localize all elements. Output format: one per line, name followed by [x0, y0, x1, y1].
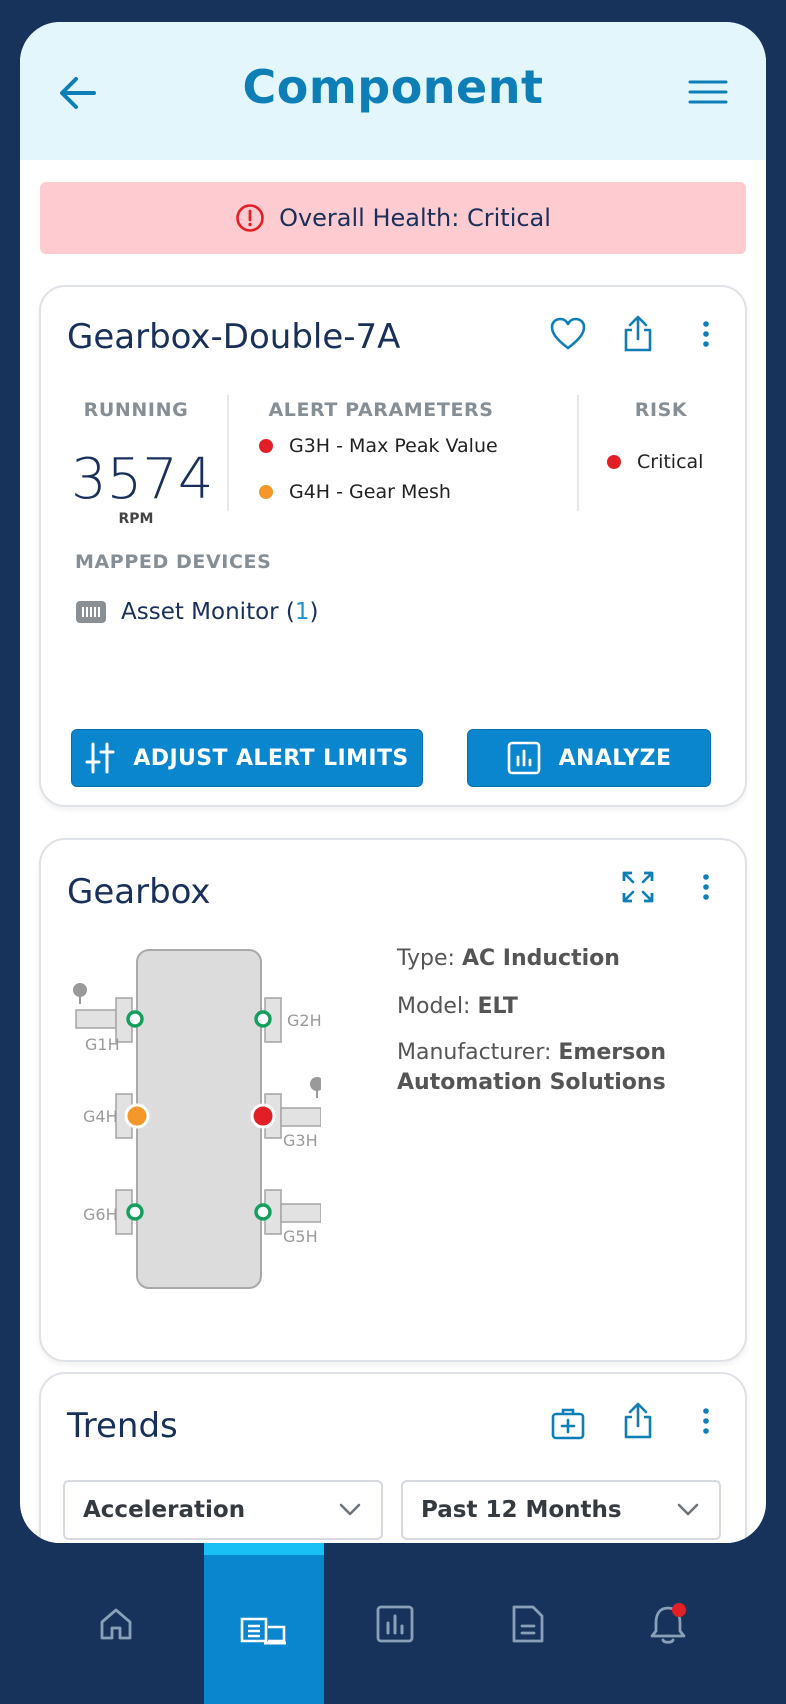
nav-home[interactable]	[56, 1543, 176, 1704]
nav-reports[interactable]	[335, 1543, 455, 1704]
divider	[577, 395, 579, 511]
time-range-select-value: Past 12 Months	[421, 1497, 622, 1523]
critical-status-dot	[607, 455, 621, 469]
alert-parameters-label: ALERT PARAMETERS	[268, 399, 494, 421]
mapped-devices-label: MAPPED DEVICES	[75, 551, 272, 573]
share-button[interactable]	[617, 313, 659, 355]
share-button[interactable]	[617, 1400, 659, 1442]
running-label: RUNNING	[83, 399, 189, 421]
divider	[227, 395, 229, 511]
notification-badge	[672, 1602, 686, 1617]
gearbox-card: Gearbox	[39, 838, 747, 1362]
favorite-button[interactable]	[547, 313, 589, 355]
component-summary-card: Gearbox-Double-7A RUNNING 3574 RPM ALERT…	[39, 285, 747, 807]
alert-parameter-text: G3H - Max Peak Value	[289, 435, 498, 457]
device-icon	[76, 601, 106, 623]
share-icon	[624, 1402, 652, 1439]
analyze-button[interactable]: ANALYZE	[467, 729, 711, 787]
arrow-left-icon	[60, 77, 96, 109]
point-label: G6H	[83, 1205, 118, 1224]
overall-health-text: Overall Health: Critical	[279, 204, 551, 232]
time-range-select[interactable]: Past 12 Months	[401, 1480, 721, 1540]
component-name: Gearbox-Double-7A	[67, 317, 401, 357]
more-options-button[interactable]	[685, 1400, 727, 1442]
adjust-alert-limits-button[interactable]: ADJUST ALERT LIMITS	[71, 729, 423, 787]
sliders-icon	[85, 742, 115, 774]
reports-icon	[376, 1605, 414, 1642]
point-label: G3H	[283, 1131, 318, 1150]
chevron-down-icon	[339, 1503, 361, 1516]
more-vertical-icon	[703, 874, 709, 900]
measurement-point-g5h	[254, 1203, 272, 1221]
alert-parameter-item: G4H - Gear Mesh	[259, 481, 451, 503]
spec-manufacturer: Manufacturer: Emerson Automation Solutio…	[397, 1040, 666, 1095]
more-vertical-icon	[703, 1408, 709, 1434]
alert-circle-icon	[236, 204, 264, 232]
alert-parameter-text: G4H - Gear Mesh	[289, 481, 451, 503]
heart-icon	[550, 317, 586, 350]
point-label: G5H	[283, 1227, 318, 1246]
device-count: 1	[294, 599, 310, 625]
trends-card: Trends Acceleration Pa	[39, 1372, 747, 1543]
assets-icon	[240, 1617, 286, 1644]
more-options-button[interactable]	[685, 866, 727, 908]
rpm-unit: RPM	[118, 511, 154, 527]
overall-health-banner: Overall Health: Critical	[40, 182, 746, 254]
measurement-select-value: Acceleration	[83, 1497, 246, 1523]
menu-button[interactable]	[686, 72, 730, 112]
device-name: Asset Monitor (1)	[121, 599, 319, 625]
back-button[interactable]	[56, 70, 100, 114]
nav-documents[interactable]	[468, 1543, 588, 1704]
measurement-point-g4h	[124, 1103, 150, 1129]
map-pin-icon	[310, 1077, 321, 1098]
notifications-icon	[650, 1602, 686, 1644]
measurement-select[interactable]: Acceleration	[63, 1480, 383, 1540]
mapped-device-link[interactable]: Asset Monitor (1)	[75, 599, 319, 625]
measurement-point-g2h	[254, 1010, 272, 1028]
spec-type: Type: AC Induction	[397, 946, 620, 971]
nav-notifications[interactable]	[608, 1543, 728, 1704]
bar-chart-icon	[507, 741, 540, 775]
share-icon	[624, 315, 652, 352]
top-bar: Component	[20, 22, 766, 160]
more-options-button[interactable]	[685, 313, 727, 355]
nav-assets[interactable]	[204, 1543, 324, 1704]
document-icon	[512, 1605, 544, 1642]
alert-parameter-item: G3H - Max Peak Value	[259, 435, 498, 457]
adjust-alert-limits-label: ADJUST ALERT LIMITS	[133, 745, 409, 771]
analyze-label: ANALYZE	[558, 745, 672, 771]
hamburger-menu-icon	[688, 80, 728, 104]
shaft	[75, 1009, 117, 1029]
expand-icon	[622, 871, 654, 903]
expand-button[interactable]	[617, 866, 659, 908]
risk-value: Critical	[607, 451, 703, 473]
point-label: G2H	[287, 1011, 321, 1030]
measurement-point-g1h	[126, 1010, 144, 1028]
phone-screen: Component Overall Health: Critical Gearb…	[20, 22, 766, 1543]
shaft	[280, 1203, 321, 1223]
risk-label: RISK	[634, 399, 688, 421]
home-icon	[100, 1608, 132, 1639]
critical-status-dot	[259, 439, 273, 453]
point-label: G4H	[83, 1107, 118, 1126]
measurement-point-g3h	[250, 1103, 276, 1129]
spec-model: Model: ELT	[397, 994, 518, 1019]
gearbox-body	[136, 949, 262, 1289]
gearbox-diagram: G1H G2H G4H G3H G6H G5H	[73, 949, 321, 1289]
chevron-down-icon	[677, 1503, 699, 1516]
map-pin-icon	[73, 983, 87, 1004]
gearbox-title: Gearbox	[67, 872, 211, 912]
bottom-navigation	[0, 1543, 786, 1704]
trends-title: Trends	[67, 1406, 178, 1446]
medical-kit-icon	[551, 1408, 585, 1440]
point-label: G1H	[85, 1035, 120, 1054]
rpm-value: 3574	[71, 447, 214, 512]
shaft	[280, 1107, 321, 1127]
measurement-point-g6h	[126, 1203, 144, 1221]
more-vertical-icon	[703, 321, 709, 347]
page-title: Component	[242, 60, 544, 114]
warning-status-dot	[259, 485, 273, 499]
risk-text: Critical	[637, 451, 704, 473]
add-trend-button[interactable]	[547, 1402, 589, 1444]
